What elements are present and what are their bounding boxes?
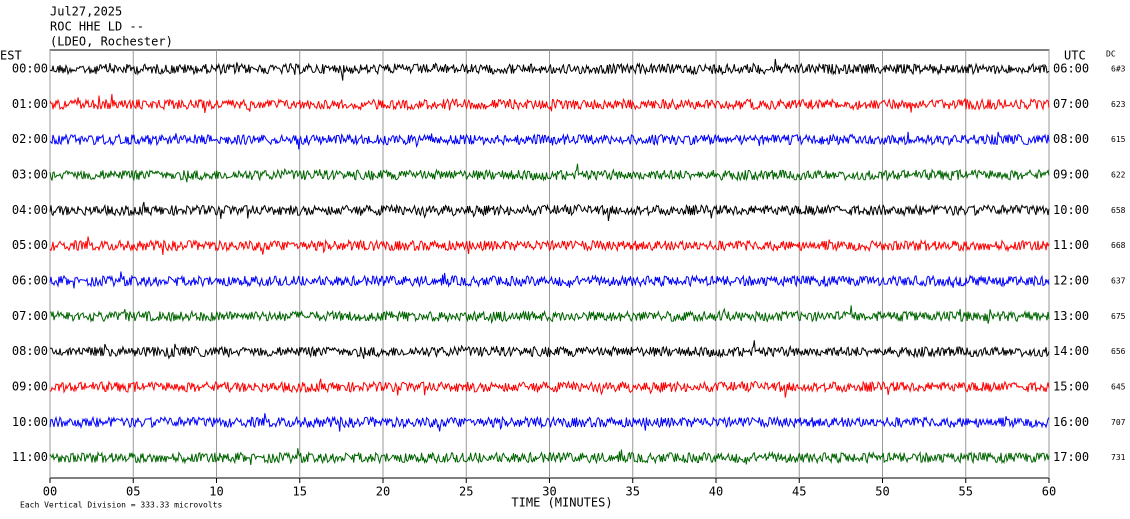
utc-label: UTC xyxy=(1064,49,1086,63)
x-tick-label: 05 xyxy=(126,485,140,499)
dc-value: 675 xyxy=(1111,312,1126,321)
trace xyxy=(49,163,1050,183)
utc-time: 10:00 xyxy=(1053,203,1089,217)
x-tick-label: 40 xyxy=(709,485,723,499)
est-time: 09:00 xyxy=(12,380,48,394)
x-tick-label: 00 xyxy=(43,485,57,499)
x-tick-label: 35 xyxy=(626,485,640,499)
trace xyxy=(49,201,1050,221)
utc-time: 11:00 xyxy=(1053,238,1089,252)
est-time: 01:00 xyxy=(12,97,48,111)
dc-value: 731 xyxy=(1111,453,1126,462)
dc-value: 6#3 xyxy=(1111,65,1126,74)
dc-value: 656 xyxy=(1111,347,1126,356)
x-tick-label: 30 xyxy=(542,485,556,499)
trace xyxy=(49,271,1050,289)
title-line: (LDEO, Rochester) xyxy=(50,35,173,49)
utc-time: 09:00 xyxy=(1053,168,1089,182)
trace xyxy=(49,58,1050,81)
x-tick-label: 45 xyxy=(792,485,806,499)
footer: Each Vertical Division = 333.33 microvol… xyxy=(20,501,222,510)
utc-time: 12:00 xyxy=(1053,274,1089,288)
dc-value: 645 xyxy=(1111,383,1126,392)
trace xyxy=(49,236,1050,256)
est-time: 11:00 xyxy=(12,450,48,464)
trace xyxy=(49,448,1050,466)
est-time: 00:00 xyxy=(12,62,48,76)
trace xyxy=(49,340,1050,360)
utc-time: 15:00 xyxy=(1053,380,1089,394)
utc-time: 06:00 xyxy=(1053,62,1089,76)
x-tick-label: 50 xyxy=(875,485,889,499)
est-time: 06:00 xyxy=(12,274,48,288)
utc-time: 14:00 xyxy=(1053,344,1089,358)
utc-time: 08:00 xyxy=(1053,132,1089,146)
est-time: 07:00 xyxy=(12,309,48,323)
x-tick-label: 25 xyxy=(459,485,473,499)
est-time: 04:00 xyxy=(12,203,48,217)
trace xyxy=(49,413,1050,432)
dc-label: DC xyxy=(1106,50,1116,59)
x-axis-label: TIME (MINUTES) xyxy=(511,496,612,510)
est-time: 10:00 xyxy=(12,415,48,429)
utc-time: 16:00 xyxy=(1053,415,1089,429)
trace xyxy=(49,94,1050,113)
x-tick-label: 15 xyxy=(293,485,307,499)
trace xyxy=(49,305,1050,325)
x-tick-label: 55 xyxy=(959,485,973,499)
x-tick-label: 10 xyxy=(209,485,223,499)
dc-value: 623 xyxy=(1111,100,1126,109)
dc-value: 615 xyxy=(1111,135,1126,144)
utc-time: 13:00 xyxy=(1053,309,1089,323)
dc-value: 622 xyxy=(1111,171,1126,180)
x-tick-label: 20 xyxy=(376,485,390,499)
title-line: ROC HHE LD -- xyxy=(50,20,144,34)
dc-value: 668 xyxy=(1111,241,1126,250)
est-time: 02:00 xyxy=(12,132,48,146)
utc-time: 07:00 xyxy=(1053,97,1089,111)
est-time: 05:00 xyxy=(12,238,48,252)
est-time: 08:00 xyxy=(12,344,48,358)
dc-value: 707 xyxy=(1111,418,1126,427)
trace xyxy=(49,378,1050,398)
est-time: 03:00 xyxy=(12,168,48,182)
title-line: Jul27,2025 xyxy=(50,5,122,19)
est-label: EST xyxy=(0,49,22,63)
x-tick-label: 60 xyxy=(1042,485,1056,499)
dc-value: 658 xyxy=(1111,206,1126,215)
utc-time: 17:00 xyxy=(1053,450,1089,464)
dc-value: 637 xyxy=(1111,277,1126,286)
trace xyxy=(49,131,1050,150)
